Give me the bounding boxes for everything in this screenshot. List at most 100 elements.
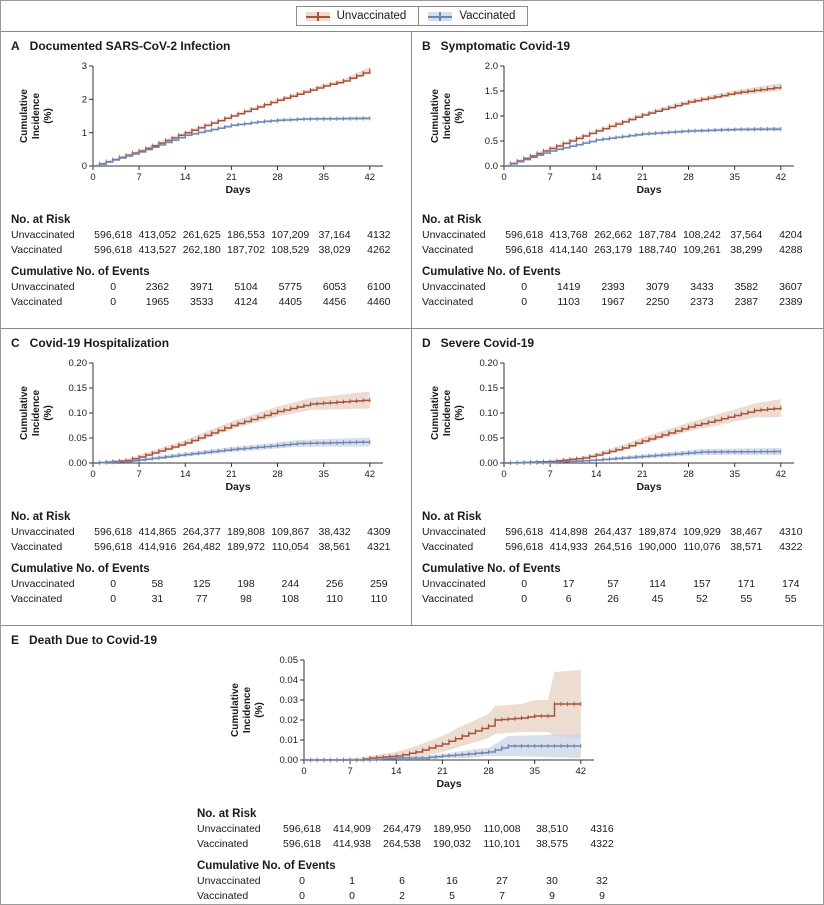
censor-ticks-vaccinated [510,126,782,167]
table-cell: 38,571 [730,541,763,553]
row-label: Unvaccinated [422,281,486,293]
table-cell: 190,000 [638,541,677,553]
table-row: Unvaccinated 596,618 413,052 261,625 186,553… [11,228,401,243]
x-tick-label: 35 [318,172,329,183]
table-cell: 1965 [145,296,170,308]
table-cell: 0 [110,296,117,308]
x-tick-label: 0 [90,172,95,183]
table-row: Vaccinated 596,618 414,933 264,516 190,000 11… [422,540,813,555]
table-cell: 4405 [278,296,302,308]
table-cell: 110,101 [483,838,521,850]
table-cell: 596,618 [283,823,321,835]
table-row: Unvaccinated 0 1 6 16 27 30 32 [197,874,627,889]
table-cell: 2387 [734,296,759,308]
table-cell: 0 [521,578,528,590]
table-cell: 0 [521,296,528,308]
table-cell: 6100 [367,281,391,293]
row-label: Unvaccinated [11,526,75,538]
table-cell: 4262 [367,244,391,256]
table-cell: 45 [651,593,664,605]
table-cell: 4309 [367,526,391,538]
table-cell: 264,479 [383,823,421,835]
table-row: Unvaccinated 596,618 414,909 264,479 189,950… [197,822,627,837]
table-cell: 413,768 [549,229,588,241]
legend-row: Unvaccinated Vaccinated [1,1,823,31]
y-tick-label: 0.00 [280,755,299,766]
table-cell: 1 [349,875,355,887]
x-tick-label: 14 [180,469,191,480]
table-cell: 0 [521,281,528,293]
table-cell: 414,909 [333,823,371,835]
table-cell: 244 [281,578,300,590]
table-row: Unvaccinated 596,618 414,898 264,437 189,874… [422,525,813,540]
table-cell: 17 [562,578,575,590]
x-tick-label: 7 [136,172,141,183]
table-cell: 7 [499,890,505,902]
y-tick-label: 2 [82,95,87,106]
table-cell: 6 [399,875,405,887]
y-tick-label: 0.15 [480,383,499,394]
x-tick-label: 0 [301,766,306,777]
table-cell: 38,029 [318,244,351,256]
table-cell: 414,898 [549,526,588,538]
table-cell: 114 [649,578,666,590]
table-cell: 2250 [645,296,670,308]
panel-letter: A [11,39,20,53]
x-tick-label: 14 [180,172,191,183]
x-ticks: 0 7 14 21 28 35 42 [501,166,786,183]
x-tick-label: 28 [683,172,694,183]
table-cell: 4321 [367,541,391,553]
table-cell: 2393 [601,281,625,293]
cumulative-events-table: Cumulative No. of Events Unvaccinated 0 141… [422,266,813,310]
table-cell: 187,784 [638,229,677,241]
x-tick-label: 0 [501,469,506,480]
table-row: Vaccinated 0 6 26 45 52 55 55 [422,592,813,607]
x-tick-label: 28 [683,469,694,480]
table-cell: 5 [449,890,455,902]
censor-ticks-vaccinated [99,439,371,465]
y-ticks: 0.00 0.05 0.10 0.15 0.20 [480,358,504,469]
vaccinated-tick-swatch [439,11,442,21]
x-ticks: 0 7 14 21 28 35 42 [90,463,375,480]
table-cell: 32 [596,875,608,887]
table-cell: 31 [151,593,164,605]
y-tick-label: 0.02 [280,715,299,726]
table-title: No. at Risk [422,511,482,523]
table-cell: 108,242 [682,229,721,241]
panel-title: Death Due to Covid-19 [29,633,158,647]
table-cell: 596,618 [505,541,544,553]
table-cell: 3433 [690,281,714,293]
table-row: Vaccinated 0 0 2 5 7 9 9 [197,889,627,904]
y-axis-title-line: Cumulative [230,683,241,737]
table-cell: 4460 [367,296,391,308]
table-cell: 38,299 [730,244,763,256]
table-cell: 107,209 [271,229,310,241]
table-row: Unvaccinated 596,618 414,865 264,377 189,808… [11,525,401,540]
table-cell: 26 [607,593,619,605]
censor-ticks-unvaccinated [510,84,782,166]
x-tick-label: 7 [547,172,552,183]
table-cell: 264,516 [594,541,633,553]
table-row: Vaccinated 596,618 413,527 262,180 187,702 10… [11,243,401,258]
cumulative-events-table: Cumulative No. of Events Unvaccinated 0 58 1… [11,563,401,607]
table-cell: 0 [299,875,305,887]
table-cell: 125 [192,578,211,590]
row-label: Vaccinated [11,541,63,553]
x-tick-label: 21 [637,172,648,183]
legend: Unvaccinated Vaccinated [295,6,529,26]
table-cell: 110,054 [271,541,309,553]
table-cell: 1419 [556,281,581,293]
row-label: Unvaccinated [422,578,486,590]
table-cell: 55 [784,593,797,605]
table-cell: 4132 [367,229,391,241]
panel-hospitalization: C Covid-19 Hospitalization 0.00 0.05 0.10 0… [1,329,412,626]
legend-label-vaccinated: Vaccinated [459,10,516,22]
x-ticks: 0 7 14 21 28 35 42 [301,760,586,777]
chart-symptomatic-covid: 0.0 0.5 1.0 1.5 2.0 0 7 14 21 28 35 42 Days Cumulativ… [430,61,794,196]
table-cell: 414,140 [549,244,588,256]
x-axis-title: Days [636,184,661,196]
y-ticks: 0 1 2 3 [82,61,93,172]
table-cell: 55 [740,593,753,605]
x-tick-label: 7 [347,766,352,777]
no-at-risk-table: No. at Risk Unvaccinated 596,618 413,052 261… [11,214,401,258]
